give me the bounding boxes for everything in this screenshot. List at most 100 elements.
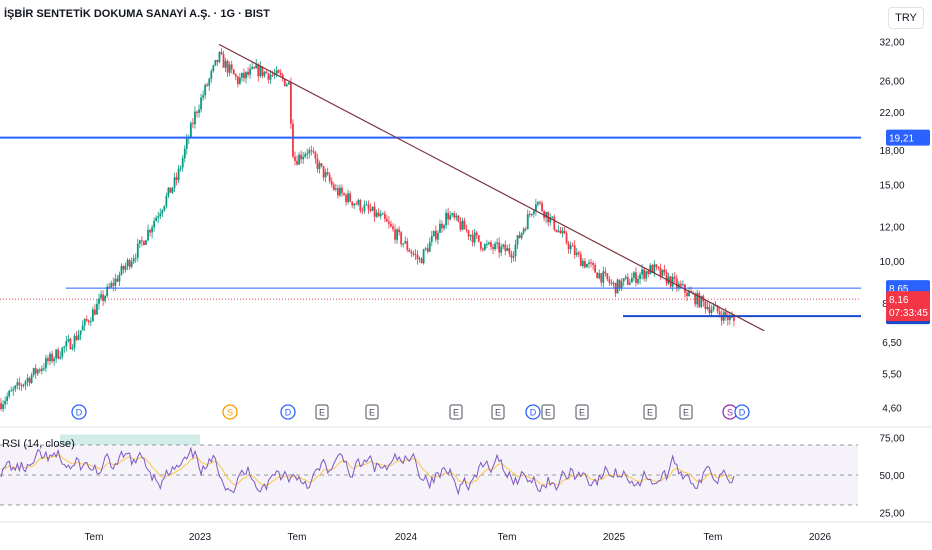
candle-body bbox=[381, 213, 384, 215]
candle-body bbox=[418, 258, 421, 260]
rsi-axis-tick: 50,00 bbox=[879, 471, 904, 482]
candle-body bbox=[437, 232, 439, 240]
candle-body bbox=[575, 252, 578, 255]
candle-body bbox=[273, 74, 276, 76]
candle-body bbox=[198, 109, 200, 113]
candle-body bbox=[422, 249, 425, 264]
candle-body bbox=[343, 193, 345, 195]
candle-body bbox=[639, 274, 641, 279]
candle-body bbox=[586, 264, 588, 268]
candle-body bbox=[336, 188, 339, 196]
candle-body bbox=[134, 257, 137, 259]
candle-body bbox=[6, 396, 9, 401]
candle-body bbox=[298, 154, 300, 165]
candle-body bbox=[465, 229, 468, 231]
candle-body bbox=[475, 232, 478, 236]
candle-body bbox=[165, 195, 168, 206]
candle-body bbox=[563, 230, 566, 234]
earnings-marker bbox=[575, 404, 589, 420]
candle-body bbox=[71, 347, 74, 350]
candle-body bbox=[157, 216, 160, 218]
candle-body bbox=[706, 306, 709, 309]
candle-body bbox=[496, 242, 499, 244]
candle-body bbox=[416, 254, 419, 260]
candle-body bbox=[22, 384, 25, 386]
candle-body bbox=[696, 293, 699, 305]
candle-body bbox=[355, 203, 358, 205]
candle-body bbox=[426, 248, 429, 252]
candle-body bbox=[477, 235, 480, 242]
candle-body bbox=[494, 243, 496, 250]
candle-body bbox=[194, 111, 196, 125]
candle-body bbox=[665, 272, 668, 284]
price-axis-tick: 18,00 bbox=[879, 146, 904, 157]
candle-body bbox=[728, 316, 731, 321]
candle-body bbox=[483, 244, 486, 250]
candle-body bbox=[181, 158, 184, 168]
candle-body bbox=[96, 303, 98, 315]
candle-body bbox=[616, 279, 619, 294]
candle-body bbox=[608, 279, 611, 283]
candle-body bbox=[514, 244, 517, 257]
candle-body bbox=[353, 203, 356, 206]
event-marker-label: E bbox=[369, 408, 375, 418]
price-axis-tick: 32,00 bbox=[879, 37, 904, 48]
candle-body bbox=[18, 382, 21, 386]
level-price-label: 8,65 bbox=[889, 284, 909, 295]
candle-body bbox=[659, 267, 662, 276]
candle-body bbox=[510, 253, 513, 258]
time-axis-tick: 2026 bbox=[809, 532, 832, 543]
candle-body bbox=[390, 223, 392, 227]
candle-body bbox=[492, 246, 494, 250]
candle-body bbox=[663, 269, 666, 273]
candle-body bbox=[459, 221, 462, 230]
candle-body bbox=[471, 235, 474, 243]
candle-body bbox=[55, 349, 58, 359]
candle-body bbox=[453, 213, 456, 218]
price-axis-tick: 12,00 bbox=[879, 222, 904, 233]
candle-body bbox=[675, 278, 678, 288]
candle-body bbox=[220, 52, 223, 55]
candle-body bbox=[351, 201, 354, 206]
candle-body bbox=[718, 311, 721, 315]
candle-body bbox=[618, 279, 621, 289]
candle-body bbox=[412, 253, 415, 255]
candle-body bbox=[47, 358, 49, 362]
candle-body bbox=[106, 286, 109, 296]
candle-body bbox=[559, 230, 562, 234]
candle-body bbox=[363, 204, 366, 211]
candle-body bbox=[112, 283, 115, 286]
candle-body bbox=[596, 272, 599, 279]
candle-body bbox=[210, 70, 213, 79]
candle-body bbox=[528, 214, 531, 216]
currency-button[interactable]: TRY bbox=[888, 7, 924, 29]
event-marker-label: D bbox=[285, 408, 292, 418]
candle-body bbox=[316, 158, 319, 169]
candle-body bbox=[61, 347, 64, 357]
candle-body bbox=[200, 97, 202, 110]
candle-body bbox=[161, 210, 164, 214]
price-axis-tick: 26,00 bbox=[879, 77, 904, 88]
candle-body bbox=[89, 321, 92, 323]
candle-body bbox=[504, 244, 507, 251]
candle-body bbox=[16, 382, 19, 386]
candle-body bbox=[649, 265, 652, 275]
candle-body bbox=[671, 276, 674, 287]
candle-body bbox=[398, 229, 401, 233]
candle-body bbox=[196, 111, 198, 113]
candle-body bbox=[457, 215, 460, 222]
candle-body bbox=[296, 160, 298, 165]
event-marker-label: E bbox=[495, 408, 501, 418]
candle-body bbox=[490, 242, 492, 247]
candle-body bbox=[247, 71, 249, 75]
candle-body bbox=[65, 341, 68, 347]
candle-body bbox=[241, 72, 243, 78]
time-axis-tick: Tem bbox=[85, 532, 104, 543]
candle-body bbox=[569, 245, 572, 250]
rsi-line bbox=[0, 446, 735, 496]
candle-body bbox=[565, 233, 568, 244]
candle-body bbox=[637, 278, 639, 283]
candle-body bbox=[36, 369, 39, 374]
